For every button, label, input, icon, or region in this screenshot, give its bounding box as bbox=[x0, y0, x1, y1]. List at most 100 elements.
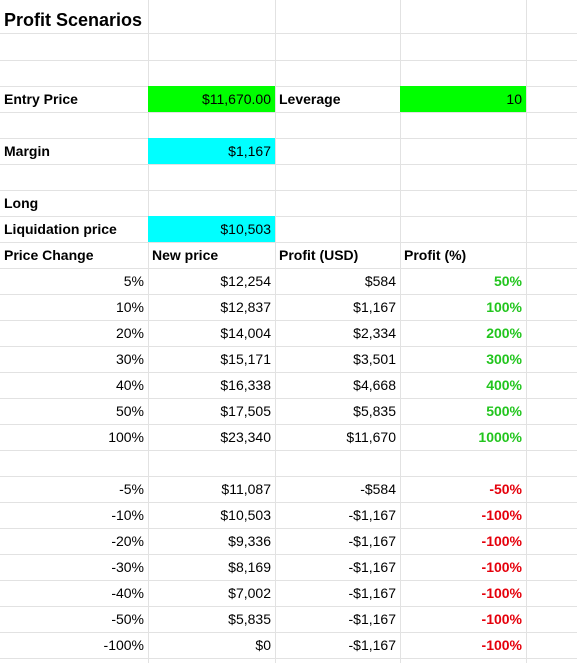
gridline bbox=[0, 190, 577, 191]
cell-new-price[interactable]: $12,837 bbox=[220, 299, 271, 315]
cell-profit-pct[interactable]: -100% bbox=[481, 611, 522, 627]
gridline bbox=[526, 0, 527, 663]
gridline bbox=[400, 0, 401, 663]
sheet-title[interactable]: Profit Scenarios bbox=[4, 9, 143, 30]
cell-new-price[interactable]: $0 bbox=[255, 637, 271, 653]
header-new-price[interactable]: New price bbox=[152, 247, 219, 263]
gridline bbox=[0, 33, 577, 34]
cell-new-price[interactable]: $11,087 bbox=[221, 481, 271, 497]
cell-profit-pct[interactable]: 400% bbox=[486, 377, 522, 393]
cell-profit-pct[interactable]: 200% bbox=[486, 325, 522, 341]
cell-price-change[interactable]: -5% bbox=[119, 481, 144, 497]
cell-price-change[interactable]: -30% bbox=[111, 559, 144, 575]
header-price-change[interactable]: Price Change bbox=[4, 247, 94, 263]
entry-price-label[interactable]: Entry Price bbox=[4, 91, 78, 107]
cell-profit-usd[interactable]: $1,167 bbox=[353, 299, 396, 315]
liquidation-cell[interactable]: $10,503 bbox=[148, 216, 275, 242]
cell-profit-pct[interactable]: 100% bbox=[486, 299, 522, 315]
cell-new-price[interactable]: $7,002 bbox=[228, 585, 271, 601]
cell-profit-usd[interactable]: -$1,167 bbox=[348, 611, 396, 627]
cell-new-price[interactable]: $16,338 bbox=[220, 377, 271, 393]
cell-profit-usd[interactable]: -$584 bbox=[360, 481, 396, 497]
margin-cell[interactable]: $1,167 bbox=[148, 138, 275, 164]
cell-new-price[interactable]: $15,171 bbox=[220, 351, 271, 367]
gridline bbox=[0, 450, 577, 451]
header-profit-pct[interactable]: Profit (%) bbox=[404, 247, 467, 263]
cell-profit-pct[interactable]: -100% bbox=[481, 559, 522, 575]
margin-label[interactable]: Margin bbox=[4, 143, 50, 159]
gridline bbox=[0, 372, 577, 373]
cell-profit-usd[interactable]: $584 bbox=[364, 273, 396, 289]
gridline bbox=[0, 476, 577, 477]
cell-profit-usd[interactable]: -$1,167 bbox=[348, 533, 396, 549]
cell-profit-pct[interactable]: 300% bbox=[486, 351, 522, 367]
entry-price-cell[interactable]: $11,670.00 bbox=[148, 86, 275, 112]
cell-profit-pct[interactable]: -50% bbox=[489, 481, 522, 497]
gridline bbox=[0, 502, 577, 503]
cell-price-change[interactable]: 50% bbox=[115, 403, 144, 419]
gridline bbox=[0, 658, 577, 659]
cell-profit-usd[interactable]: -$1,167 bbox=[348, 559, 396, 575]
cell-profit-pct[interactable]: -100% bbox=[481, 637, 522, 653]
leverage-cell[interactable]: 10 bbox=[400, 86, 526, 112]
cell-price-change[interactable]: 20% bbox=[115, 325, 144, 341]
cell-price-change[interactable]: 40% bbox=[115, 377, 144, 393]
cell-price-change[interactable]: -20% bbox=[111, 533, 144, 549]
gridline bbox=[0, 580, 577, 581]
cell-price-change[interactable]: 100% bbox=[108, 429, 144, 445]
gridline bbox=[0, 86, 577, 87]
gridline bbox=[0, 424, 577, 425]
cell-price-change[interactable]: 5% bbox=[123, 273, 144, 289]
gridline bbox=[275, 0, 276, 663]
cell-new-price[interactable]: $23,340 bbox=[220, 429, 271, 445]
cell-profit-pct[interactable]: -100% bbox=[481, 507, 522, 523]
cell-price-change[interactable]: 30% bbox=[115, 351, 144, 367]
cell-profit-usd[interactable]: -$1,167 bbox=[348, 585, 396, 601]
cell-profit-pct[interactable]: -100% bbox=[481, 585, 522, 601]
cell-new-price[interactable]: $10,503 bbox=[220, 507, 271, 523]
cell-profit-usd[interactable]: $2,334 bbox=[353, 325, 396, 341]
gridline bbox=[0, 320, 577, 321]
gridline bbox=[0, 346, 577, 347]
cell-profit-usd[interactable]: $3,501 bbox=[353, 351, 396, 367]
cell-new-price[interactable]: $5,835 bbox=[228, 611, 271, 627]
cell-new-price[interactable]: $8,169 bbox=[228, 559, 271, 575]
cell-profit-usd[interactable]: $11,670 bbox=[346, 429, 396, 445]
gridline bbox=[0, 242, 577, 243]
cell-price-change[interactable]: 10% bbox=[115, 299, 144, 315]
position-label[interactable]: Long bbox=[4, 195, 39, 211]
cell-new-price[interactable]: $9,336 bbox=[228, 533, 271, 549]
cell-new-price[interactable]: $12,254 bbox=[220, 273, 271, 289]
leverage-label[interactable]: Leverage bbox=[279, 91, 341, 107]
gridline bbox=[0, 216, 577, 217]
cell-profit-usd[interactable]: -$1,167 bbox=[348, 637, 396, 653]
gridline bbox=[0, 606, 577, 607]
cell-profit-usd[interactable]: -$1,167 bbox=[348, 507, 396, 523]
gridline bbox=[148, 0, 149, 663]
cell-profit-pct[interactable]: 500% bbox=[486, 403, 522, 419]
gridline bbox=[0, 164, 577, 165]
cell-price-change[interactable]: -40% bbox=[111, 585, 144, 601]
gridline bbox=[0, 294, 577, 295]
cell-profit-pct[interactable]: 50% bbox=[493, 273, 522, 289]
cell-profit-pct[interactable]: 1000% bbox=[478, 429, 522, 445]
gridline bbox=[0, 398, 577, 399]
gridline bbox=[0, 554, 577, 555]
gridline bbox=[0, 112, 577, 113]
cell-profit-usd[interactable]: $4,668 bbox=[353, 377, 396, 393]
cell-price-change[interactable]: -50% bbox=[111, 611, 144, 627]
cell-price-change[interactable]: -10% bbox=[111, 507, 144, 523]
cell-new-price[interactable]: $14,004 bbox=[220, 325, 271, 341]
header-profit-usd[interactable]: Profit (USD) bbox=[279, 247, 359, 263]
gridline bbox=[0, 528, 577, 529]
gridline bbox=[0, 138, 577, 139]
gridline bbox=[0, 60, 577, 61]
cell-profit-pct[interactable]: -100% bbox=[481, 533, 522, 549]
cell-profit-usd[interactable]: $5,835 bbox=[353, 403, 396, 419]
cell-new-price[interactable]: $17,505 bbox=[220, 403, 271, 419]
gridline bbox=[0, 632, 577, 633]
liquidation-label[interactable]: Liquidation price bbox=[4, 221, 117, 237]
gridline bbox=[0, 268, 577, 269]
cell-price-change[interactable]: -100% bbox=[103, 637, 144, 653]
